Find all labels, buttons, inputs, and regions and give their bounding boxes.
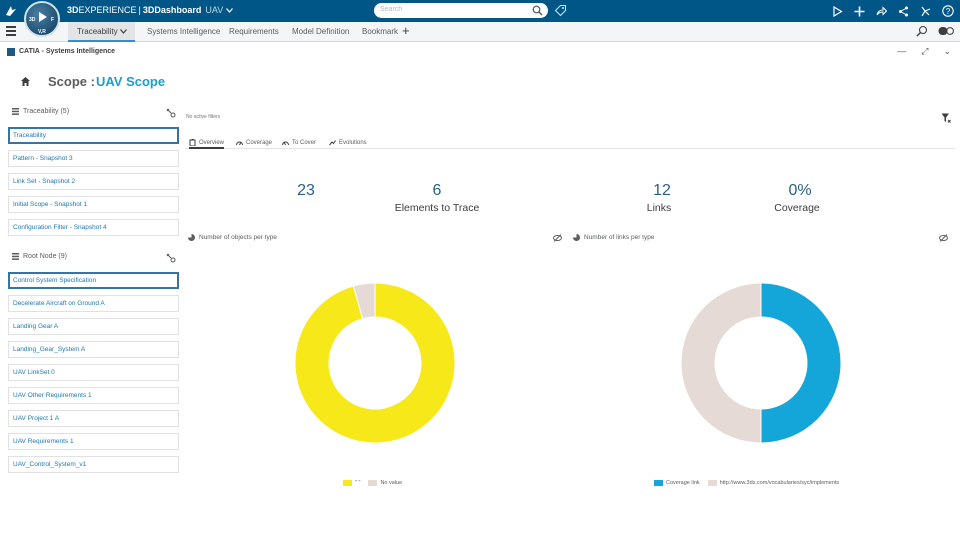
maximize-icon[interactable]: ⤢: [921, 46, 929, 56]
kpi-links-label: Links: [646, 202, 672, 214]
list-item[interactable]: Landing Gear A: [8, 318, 179, 335]
traceability-section-title: Traceability (5): [12, 108, 69, 115]
subtab-overview[interactable]: Overview: [189, 139, 225, 149]
legend-entry[interactable]: Coverage link: [654, 480, 700, 486]
kpi-links-value: 12: [653, 182, 671, 199]
gauge-icon: [282, 141, 289, 146]
subtab-to-cover[interactable]: To Cover: [282, 139, 316, 146]
home-icon[interactable]: [20, 76, 31, 87]
hide-eye-icon[interactable]: [939, 234, 948, 242]
list-icon: [12, 253, 19, 260]
add-tab-icon[interactable]: +: [402, 23, 410, 38]
root-node-section-title: Root Node (9): [12, 253, 67, 260]
dashboard-tab-bar: [0, 22, 960, 42]
pie-chart-icon: [188, 234, 195, 241]
play-share-icon[interactable]: [831, 3, 844, 19]
list-item[interactable]: UAV Requirements 1: [8, 433, 179, 450]
scope-label: Scope :: [48, 74, 95, 89]
tab-model-definition[interactable]: Model Definition: [292, 27, 350, 36]
legend-swatch: [343, 480, 352, 486]
tab-traceability-highlight: [68, 22, 135, 42]
kpi-elements-to-trace-value: 6: [432, 182, 442, 199]
minimize-icon[interactable]: —: [897, 46, 907, 56]
compass-icon[interactable]: 3D F V,R: [24, 1, 60, 37]
kpi-coverage-label: Coverage: [774, 202, 820, 214]
gauge-icon: [236, 141, 243, 146]
links-chart-legend: Coverage link http://www.3ds.com/vocabul…: [654, 480, 843, 486]
donut-slice-1[interactable]: [680, 282, 762, 444]
plus-icon[interactable]: [853, 3, 866, 19]
legend-entry[interactable]: http://www.3ds.com/vocabularies/syc/impl…: [707, 480, 839, 486]
chart-links-title: Number of links per type: [573, 234, 654, 241]
kpi-total-value: 23: [297, 182, 315, 199]
widget-header: CATIA - Systems Intelligence — ⤢ ⌄: [0, 43, 960, 61]
legend-entry[interactable]: " ": [343, 480, 360, 486]
unpin-icon[interactable]: [166, 253, 176, 263]
list-item[interactable]: Traceability: [8, 127, 179, 144]
scope-name[interactable]: UAV Scope: [96, 74, 166, 89]
objects-donut-chart: [294, 282, 456, 444]
communities-icon[interactable]: [919, 3, 932, 19]
brand-title: 3DEXPERIENCE | 3DDashboard UAV: [67, 5, 233, 15]
tab-traceability[interactable]: Traceability: [77, 27, 127, 36]
legend-entry[interactable]: No value: [368, 480, 402, 486]
chart-objects-title: Number of objects per type: [188, 234, 277, 241]
donut-slice-0[interactable]: [760, 282, 842, 444]
legend-swatch: [707, 480, 717, 486]
dashboard-context[interactable]: UAV: [205, 5, 224, 15]
subtab-evolutions[interactable]: Evolutions: [329, 139, 367, 146]
filter-status: No active filters: [186, 114, 221, 120]
list-item[interactable]: UAV Project 1 A: [8, 410, 179, 427]
list-item[interactable]: UAV LinkSet 0: [8, 364, 179, 381]
hide-eye-icon[interactable]: [553, 234, 562, 242]
tab-bookmark[interactable]: Bookmark: [362, 27, 399, 36]
list-item[interactable]: Initial Scope - Snapshot 1: [8, 196, 179, 213]
widget-title: CATIA - Systems Intelligence: [19, 48, 116, 55]
search-icon[interactable]: [532, 5, 543, 16]
legend-swatch: [654, 480, 663, 486]
list-icon: [12, 108, 19, 115]
clipboard-icon: [189, 139, 196, 146]
list-item[interactable]: Control System Specification: [8, 272, 179, 289]
network-share-icon[interactable]: [897, 3, 910, 19]
app-logo-icon: [7, 48, 15, 56]
overview-subtabs: Overview Coverage To Cover Evolutions: [185, 137, 955, 149]
menu-icon[interactable]: [6, 26, 16, 36]
search-input[interactable]: [380, 6, 530, 13]
toggle-view-icon[interactable]: [938, 26, 954, 36]
list-item[interactable]: Configuration Filter - Snapshot 4: [8, 219, 179, 236]
list-item[interactable]: Link Set - Snapshot 2: [8, 173, 179, 190]
chevron-down-icon[interactable]: ⌄: [943, 46, 951, 56]
kpi-elements-to-trace-label: Elements to Trace: [394, 202, 480, 214]
tag-icon[interactable]: [554, 4, 567, 17]
unpin-icon[interactable]: [166, 108, 176, 118]
list-item[interactable]: UAV_Control_System_v1: [8, 456, 179, 473]
3ds-logo-icon[interactable]: [4, 4, 18, 18]
donut-slice-1[interactable]: [352, 282, 376, 320]
tab-requirements[interactable]: Requirements: [229, 27, 279, 36]
filter-icon[interactable]: [941, 113, 951, 123]
list-item[interactable]: Decelerate Aircraft on Ground A: [8, 295, 179, 312]
subtab-coverage[interactable]: Coverage: [236, 139, 272, 146]
svg-text:?: ?: [945, 7, 950, 16]
pie-chart-icon: [573, 234, 580, 241]
chevron-down-icon[interactable]: [119, 29, 127, 34]
share-arrow-icon[interactable]: [875, 3, 888, 19]
search-box[interactable]: [374, 3, 548, 18]
kpi-coverage-value: 0%: [788, 182, 812, 199]
objects-chart-legend: " " No value: [343, 480, 406, 486]
tab-systems-intelligence[interactable]: Systems Intelligence: [147, 27, 221, 36]
zoom-search-icon[interactable]: [916, 25, 928, 37]
list-item[interactable]: UAV Other Requirements 1: [8, 387, 179, 404]
legend-swatch: [368, 480, 378, 486]
help-icon[interactable]: ?: [941, 3, 954, 19]
list-item[interactable]: Pattern - Snapshot 3: [8, 150, 179, 167]
links-donut-chart: [680, 282, 842, 444]
donut-slice-0[interactable]: [294, 282, 456, 444]
list-item[interactable]: Landing_Gear_System A: [8, 341, 179, 358]
trend-icon: [329, 140, 336, 146]
chevron-down-icon[interactable]: [225, 8, 233, 13]
